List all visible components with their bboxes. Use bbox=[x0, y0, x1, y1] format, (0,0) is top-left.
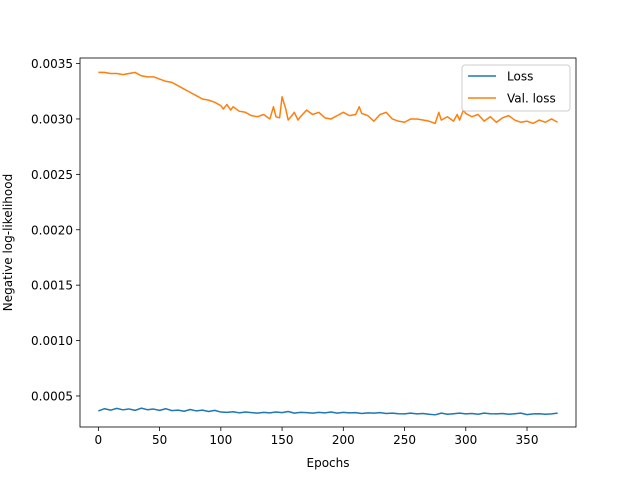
y-tick-label: 0.0025 bbox=[31, 168, 73, 182]
x-tick-label: 350 bbox=[516, 433, 539, 447]
y-tick-label: 0.0005 bbox=[31, 389, 73, 403]
y-axis-label: Negative log-likelihood bbox=[1, 174, 15, 311]
legend-label-val-loss: Val. loss bbox=[507, 92, 556, 106]
series-line-val-loss bbox=[98, 71, 558, 125]
x-tick-label: 0 bbox=[95, 433, 103, 447]
x-axis-label: Epochs bbox=[307, 456, 350, 470]
plot-series bbox=[98, 71, 558, 416]
y-tick-label: 0.0035 bbox=[31, 57, 73, 71]
y-axis-ticks: 0.0005 0.0010 0.0015 0.0020 0.0025 0.0030 0.00… bbox=[31, 57, 80, 403]
series-line-loss bbox=[98, 407, 558, 416]
x-tick-label: 100 bbox=[209, 433, 232, 447]
x-tick-label: 50 bbox=[152, 433, 167, 447]
legend: Loss Val. loss bbox=[461, 64, 571, 112]
axes-frame bbox=[79, 57, 577, 428]
x-tick-label: 250 bbox=[393, 433, 416, 447]
x-tick-label: 200 bbox=[332, 433, 355, 447]
y-tick-label: 0.0010 bbox=[31, 334, 73, 348]
legend-label-loss: Loss bbox=[507, 70, 533, 84]
y-tick-label: 0.0030 bbox=[31, 112, 73, 126]
x-tick-label: 300 bbox=[454, 433, 477, 447]
y-tick-label: 0.0020 bbox=[31, 223, 73, 237]
x-tick-label: 150 bbox=[271, 433, 294, 447]
x-axis-ticks: 0 50 100 150 200 250 300 350 bbox=[95, 427, 539, 447]
y-tick-label: 0.0015 bbox=[31, 279, 73, 293]
